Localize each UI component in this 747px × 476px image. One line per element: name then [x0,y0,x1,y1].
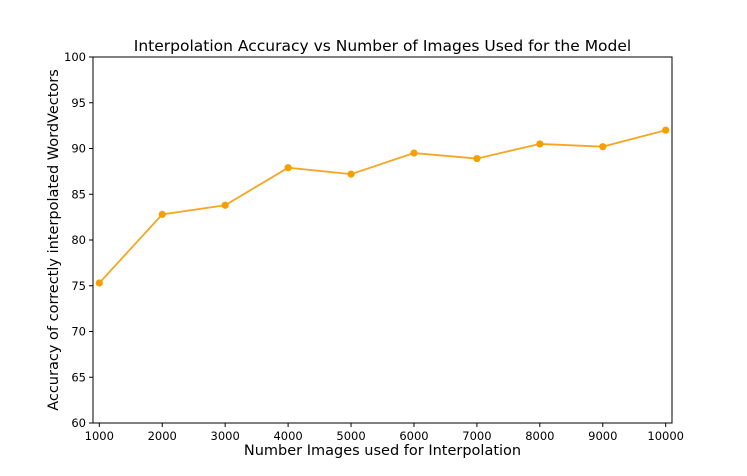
x-tick-label: 5000 [336,429,365,443]
x-axis-label: Number Images used for Interpolation [244,443,521,459]
data-point [473,154,481,163]
plot-area [92,56,673,424]
x-tick-label: 2000 [148,429,177,443]
x-tick-label: 4000 [273,429,302,443]
data-point [662,126,670,134]
series-layer [95,126,670,287]
y-tick-label: 85 [71,187,86,201]
data-point [158,210,166,218]
x-axis: 1000 2000 3000 4000 5000 6000 7000 8000 9000 1000… [85,423,684,443]
y-tick-label: 95 [71,96,86,110]
x-tick-label: 6000 [399,429,428,443]
y-axis: 60 65 70 75 80 85 90 95 100 [64,50,93,430]
data-point [95,279,103,287]
y-tick-label: 100 [64,50,86,64]
x-tick-label: 7000 [462,429,491,443]
y-tick-label: 90 [71,142,86,156]
x-tick-label: 8000 [525,429,554,443]
x-tick-label: 3000 [211,429,240,443]
x-tick-label: 9000 [588,429,617,443]
y-tick-label: 60 [71,416,86,430]
y-tick-label: 75 [71,279,86,293]
plot-frame [92,56,673,424]
chart-title: Interpolation Accuracy vs Number of Imag… [134,37,631,55]
y-tick-label: 65 [71,370,86,384]
data-point [410,149,418,157]
y-tick-label: 70 [71,325,86,339]
y-axis-label: Accuracy of correctly interpolated WordV… [46,69,62,411]
data-point [284,164,292,172]
x-tick-label: 10000 [647,429,684,443]
data-point [536,140,544,148]
y-tick-label: 80 [71,233,86,247]
data-point [221,201,229,209]
series-line [98,129,666,284]
data-point [347,170,355,178]
x-tick-label: 1000 [85,429,114,443]
data-point [599,143,607,151]
